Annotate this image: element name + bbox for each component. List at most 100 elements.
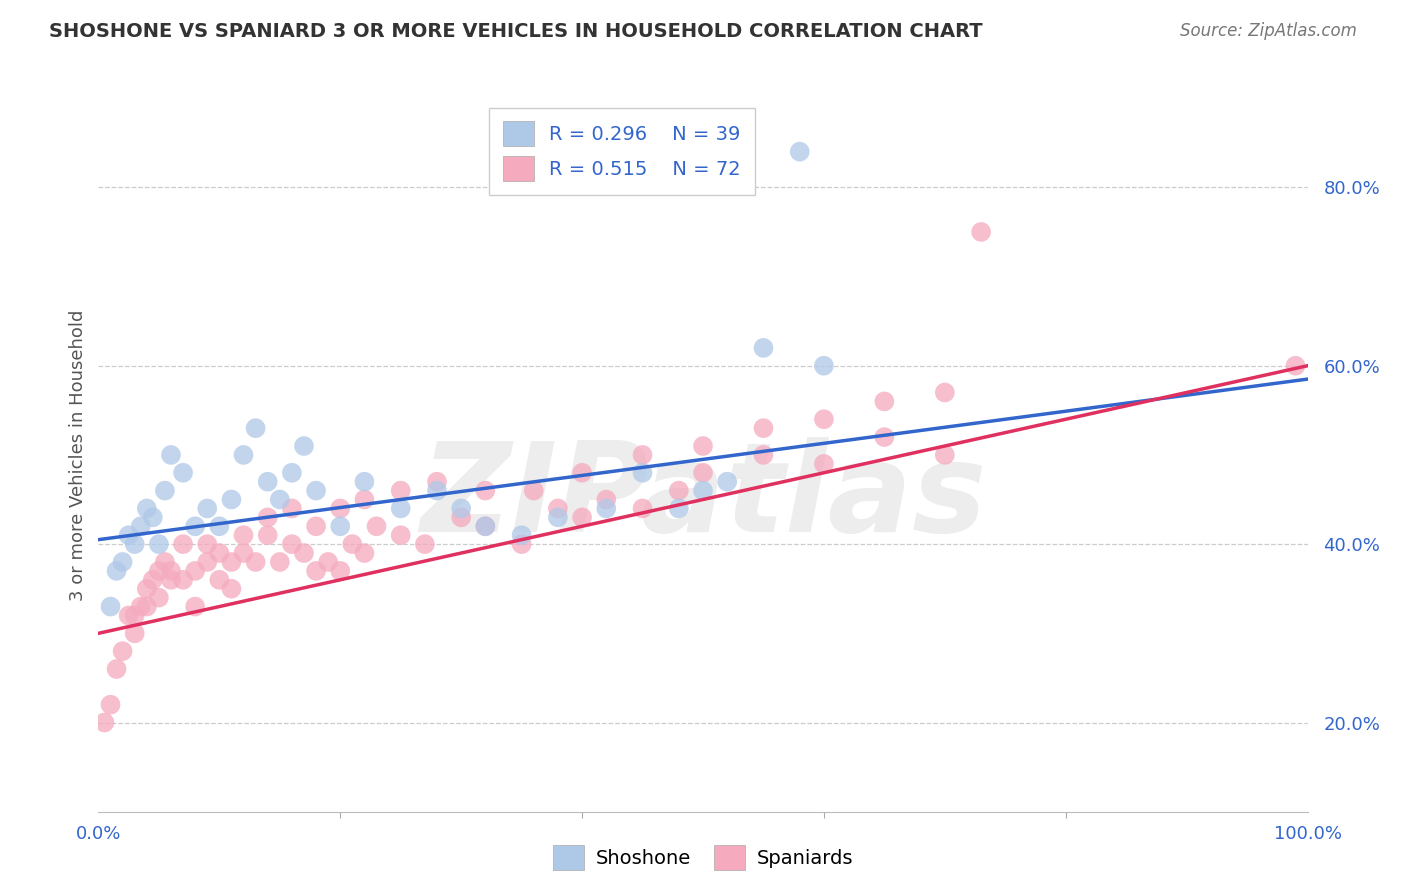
Point xyxy=(547,501,569,516)
Text: ZIPatlas: ZIPatlas xyxy=(420,437,986,558)
Point xyxy=(547,510,569,524)
Point xyxy=(873,430,896,444)
Point xyxy=(148,564,170,578)
Point xyxy=(716,475,738,489)
Point xyxy=(124,626,146,640)
Legend: R = 0.296    N = 39, R = 0.515    N = 72: R = 0.296 N = 39, R = 0.515 N = 72 xyxy=(489,108,755,194)
Point xyxy=(292,439,315,453)
Point xyxy=(389,483,412,498)
Point xyxy=(813,412,835,426)
Point xyxy=(281,466,304,480)
Point xyxy=(316,555,339,569)
Y-axis label: 3 or more Vehicles in Household: 3 or more Vehicles in Household xyxy=(69,310,87,600)
Point xyxy=(148,537,170,551)
Point xyxy=(474,519,496,533)
Point xyxy=(232,528,254,542)
Point xyxy=(474,483,496,498)
Point xyxy=(269,492,291,507)
Point xyxy=(353,475,375,489)
Point xyxy=(221,582,243,596)
Point xyxy=(100,698,122,712)
Point xyxy=(142,573,165,587)
Point xyxy=(245,555,267,569)
Point xyxy=(426,475,449,489)
Point xyxy=(692,466,714,480)
Point xyxy=(111,644,134,658)
Point xyxy=(450,501,472,516)
Point xyxy=(105,662,128,676)
Point xyxy=(510,528,533,542)
Point xyxy=(184,519,207,533)
Point xyxy=(135,582,157,596)
Point xyxy=(160,573,183,587)
Point xyxy=(668,483,690,498)
Point xyxy=(195,537,218,551)
Point xyxy=(329,519,352,533)
Text: SHOSHONE VS SPANIARD 3 OR MORE VEHICLES IN HOUSEHOLD CORRELATION CHART: SHOSHONE VS SPANIARD 3 OR MORE VEHICLES … xyxy=(49,22,983,41)
Point xyxy=(329,501,352,516)
Point xyxy=(353,492,375,507)
Point xyxy=(184,564,207,578)
Point xyxy=(100,599,122,614)
Point xyxy=(353,546,375,560)
Point xyxy=(172,573,194,587)
Point xyxy=(160,564,183,578)
Point xyxy=(305,564,328,578)
Point xyxy=(256,510,278,524)
Point xyxy=(692,483,714,498)
Point xyxy=(160,448,183,462)
Point xyxy=(426,483,449,498)
Point xyxy=(631,501,654,516)
Point xyxy=(124,537,146,551)
Point xyxy=(105,564,128,578)
Point xyxy=(135,599,157,614)
Point xyxy=(571,510,593,524)
Point xyxy=(813,457,835,471)
Point xyxy=(510,537,533,551)
Point xyxy=(474,519,496,533)
Point xyxy=(389,528,412,542)
Point xyxy=(450,510,472,524)
Point xyxy=(1284,359,1306,373)
Point xyxy=(208,573,231,587)
Point xyxy=(281,501,304,516)
Point xyxy=(366,519,388,533)
Point xyxy=(153,483,176,498)
Point xyxy=(172,537,194,551)
Point xyxy=(752,341,775,355)
Point xyxy=(413,537,436,551)
Point xyxy=(195,555,218,569)
Point xyxy=(245,421,267,435)
Point xyxy=(93,715,115,730)
Point xyxy=(281,537,304,551)
Point xyxy=(232,448,254,462)
Point xyxy=(389,501,412,516)
Point xyxy=(571,466,593,480)
Point xyxy=(934,385,956,400)
Point xyxy=(305,483,328,498)
Point xyxy=(148,591,170,605)
Point xyxy=(184,599,207,614)
Point xyxy=(631,466,654,480)
Point xyxy=(970,225,993,239)
Point xyxy=(195,501,218,516)
Point xyxy=(256,528,278,542)
Point xyxy=(752,421,775,435)
Point xyxy=(934,448,956,462)
Point xyxy=(342,537,364,551)
Point xyxy=(208,546,231,560)
Point xyxy=(208,519,231,533)
Point xyxy=(692,439,714,453)
Point xyxy=(789,145,811,159)
Point xyxy=(142,510,165,524)
Point xyxy=(668,501,690,516)
Point xyxy=(221,492,243,507)
Point xyxy=(256,475,278,489)
Point xyxy=(873,394,896,409)
Text: Source: ZipAtlas.com: Source: ZipAtlas.com xyxy=(1180,22,1357,40)
Point xyxy=(595,501,617,516)
Point xyxy=(129,519,152,533)
Legend: Shoshone, Spaniards: Shoshone, Spaniards xyxy=(546,838,860,878)
Point xyxy=(631,448,654,462)
Point xyxy=(221,555,243,569)
